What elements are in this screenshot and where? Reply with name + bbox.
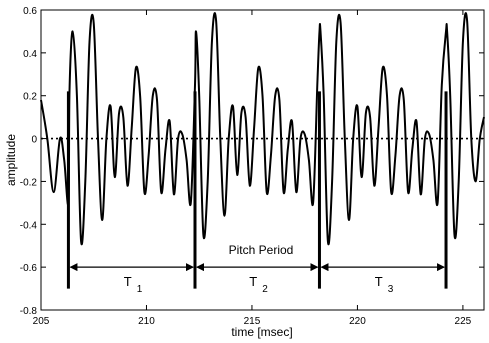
y-tick-label: 0	[31, 135, 37, 146]
period-subscript: 1	[137, 284, 143, 295]
period-subscript: 3	[388, 284, 394, 295]
y-tick-label: -0.4	[20, 220, 38, 231]
y-tick-label: 0.4	[23, 49, 37, 60]
signal-line	[40, 12, 485, 246]
x-tick-label: 210	[138, 316, 155, 327]
pitch-period-label: Pitch Period	[229, 243, 294, 257]
y-tick-label: -0.6	[20, 263, 38, 274]
period-label: T	[375, 274, 383, 289]
y-tick-label: -0.8	[20, 306, 38, 317]
x-tick-label: 205	[33, 316, 50, 327]
y-tick-label: -0.2	[20, 177, 38, 188]
period-label: T	[124, 274, 132, 289]
period-subscript: 2	[262, 284, 268, 295]
x-tick-label: 225	[455, 316, 472, 327]
y-tick-label: 0.2	[23, 92, 37, 103]
pitch-markers	[66, 91, 448, 289]
x-axis-label: time [msec]	[231, 325, 292, 339]
period-label: T	[249, 274, 257, 289]
plot-frame	[40, 9, 485, 311]
x-tick-label: 215	[244, 316, 261, 327]
x-tick-label: 220	[349, 316, 366, 327]
y-tick-label: 0.6	[23, 6, 37, 17]
ticks: 205 210 215 220 225 0.6 0.4 0.2 0 -0.2 -0.4 -0.6 -0.…	[20, 6, 484, 327]
y-axis-label: amplitude	[4, 134, 18, 186]
